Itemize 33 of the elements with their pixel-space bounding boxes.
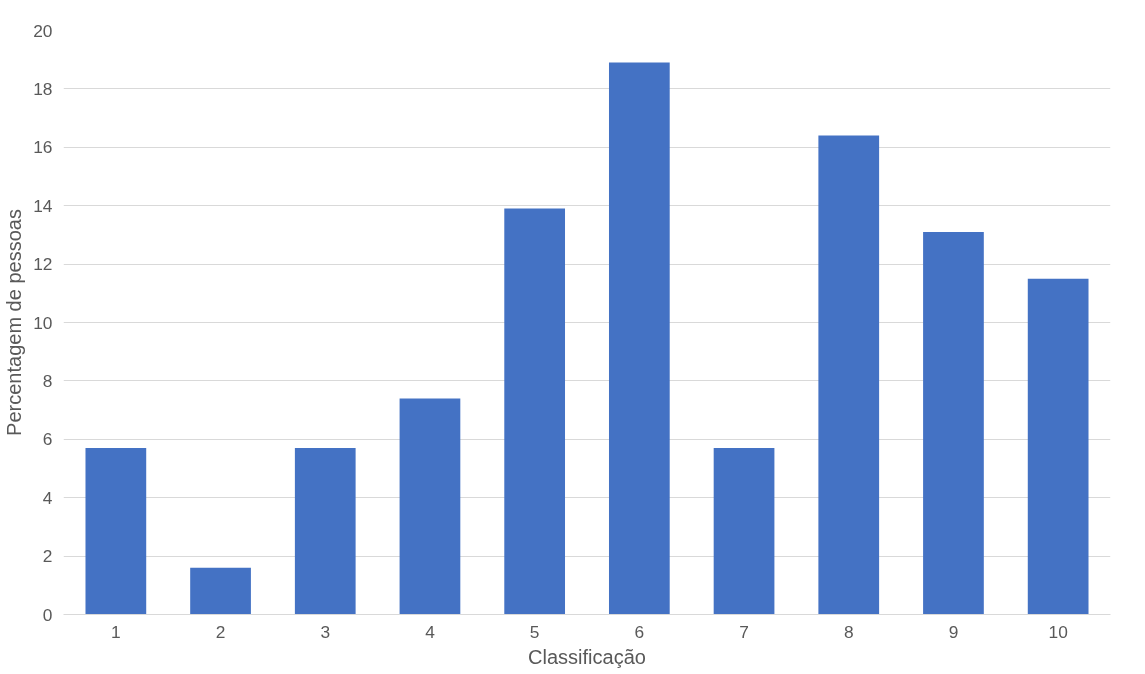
y-tick-label: 8 [42,370,53,391]
x-tick-label: 2 [215,621,226,642]
bar [85,448,147,615]
x-tick-label: 10 [1048,621,1068,642]
y-tick-label: 0 [42,604,53,625]
x-tick-label: 1 [111,621,121,642]
bar [818,135,880,615]
x-tick-label: 7 [739,621,749,642]
bar [190,567,251,615]
x-tick-label: 8 [843,621,854,642]
bar [1027,278,1089,615]
y-tick-label: 6 [42,429,53,450]
y-tick-label: 14 [33,195,53,216]
x-tick-label: 9 [948,621,959,642]
y-tick-label: 4 [42,487,53,508]
y-axis-title: Percentagem de pessoas [3,209,26,436]
y-tick-label: 10 [33,312,53,333]
bar [923,231,984,615]
y-tick-label: 16 [33,137,53,158]
bar [608,62,670,615]
bar [713,448,775,615]
bar [504,208,566,615]
y-tick-label: 20 [33,20,53,41]
y-tick-label: 18 [33,78,53,99]
bar [399,398,461,615]
x-tick-label: 6 [634,621,645,642]
x-tick-label: 5 [529,621,540,642]
y-tick-label: 2 [42,546,53,567]
bar [294,448,356,615]
x-tick-label: 4 [425,621,436,642]
x-axis-title: Classificação [528,645,646,668]
y-tick-label: 12 [33,254,53,275]
x-tick-label: 3 [320,621,331,642]
